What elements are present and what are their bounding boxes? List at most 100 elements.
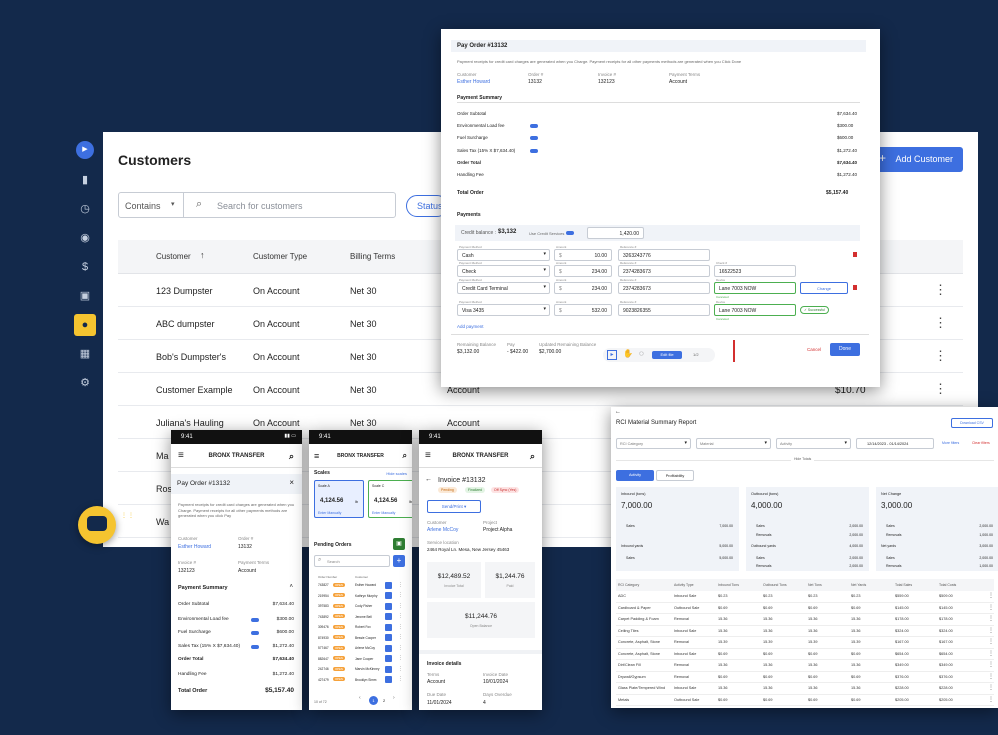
customer-name[interactable]: Wa — [156, 517, 170, 527]
print-icon[interactable]: ▣ — [393, 538, 405, 550]
customer-name[interactable]: Ros — [156, 484, 173, 494]
trash-icon[interactable] — [853, 252, 857, 257]
customer-name[interactable]: ABC dumpster — [156, 319, 215, 329]
more-options-icon[interactable]: ⋮ — [988, 593, 994, 599]
customer-name[interactable]: Customer Example — [156, 385, 233, 395]
use-credit-toggle[interactable] — [566, 231, 574, 235]
more-options-icon[interactable]: ⋮ — [988, 650, 994, 657]
chevron-left-icon[interactable]: ‹ — [359, 695, 361, 701]
amount-input[interactable]: $234.00 — [554, 265, 612, 277]
add-customer-button[interactable]: Add Customer — [873, 146, 963, 172]
enter-manually-link[interactable]: Enter Manually — [318, 511, 342, 515]
page-1[interactable]: 1 — [369, 696, 378, 705]
add-payment-link[interactable]: Add payment — [457, 324, 484, 329]
table-row[interactable]: Customer Example On Account Net 30 Account $… — [118, 373, 963, 406]
amount-input[interactable]: $10.00 — [554, 249, 612, 261]
edit-icon[interactable] — [385, 581, 392, 589]
filter-mode-select[interactable]: Contains — [125, 201, 161, 211]
cursor-icon[interactable]: ▸ — [607, 350, 617, 360]
tab-profitability[interactable]: Profitability — [656, 470, 694, 481]
edit-file-button[interactable]: Edit file — [652, 351, 682, 359]
amount-input[interactable]: $532.00 — [554, 304, 612, 316]
more-options-icon[interactable]: ⋮ — [934, 315, 947, 330]
edit-icon[interactable] — [385, 602, 392, 610]
edit-icon[interactable] — [385, 613, 392, 620]
edit-icon[interactable] — [385, 644, 392, 652]
edit-icon[interactable] — [385, 634, 392, 641]
more-options-icon[interactable]: ⋮ — [988, 604, 994, 611]
summary-toggle[interactable] — [251, 645, 259, 649]
more-options-icon[interactable]: ⋮ — [398, 602, 403, 609]
scale-card-c[interactable]: Scale C 4,124.56 lb Enter Manually — [368, 480, 412, 518]
customer-name[interactable]: Ma — [156, 451, 169, 461]
edit-icon[interactable] — [385, 623, 392, 631]
reference-input[interactable]: 9023826355 — [618, 304, 710, 316]
menu-icon[interactable]: ≡ — [178, 450, 184, 461]
summary-toggle[interactable] — [251, 631, 259, 635]
page-2[interactable]: 2 — [383, 698, 386, 703]
change-button[interactable]: Change — [800, 282, 848, 294]
table-row[interactable]: Concrete, Asphalt, Stone Inbound Sale $0.6… — [616, 649, 994, 660]
more-options-icon[interactable]: ⋮ — [934, 282, 947, 297]
table-row[interactable]: Concrete, Asphalt, Stone Removal 15.39 15.3… — [616, 637, 994, 649]
more-filters-link[interactable]: More filters — [942, 441, 960, 445]
wallet-icon[interactable]: ▣ — [79, 290, 91, 302]
compass-icon[interactable]: ◉ — [80, 232, 90, 244]
device-select[interactable]: Lane 7003 NOW — [714, 282, 796, 294]
edit-icon[interactable] — [385, 665, 392, 673]
reference-input[interactable]: 3263243776 — [618, 249, 710, 261]
search-icon[interactable]: ⌕ — [288, 451, 294, 461]
more-options-icon[interactable]: ⋮ — [988, 685, 994, 691]
menu-icon[interactable]: ≡ — [425, 450, 431, 461]
customer-name[interactable]: 123 Dumpster — [156, 286, 213, 296]
send-print-button[interactable]: Send/Print ▾ — [427, 500, 481, 513]
chat-fab[interactable] — [78, 506, 116, 544]
reference-input[interactable]: 2374283673 — [618, 265, 710, 277]
payment-method-select[interactable]: Check ▾ — [457, 265, 550, 277]
edit-icon[interactable] — [385, 676, 392, 683]
payment-method-select[interactable]: Credit Card Terminal ▾ — [457, 282, 550, 294]
table-row[interactable]: Drywall/Gypsum Removal $0.69 $0.69 $0.69 $0.6… — [616, 672, 994, 683]
comment-icon[interactable]: ◌ — [639, 349, 644, 358]
activity-select[interactable]: Activity ▾ — [776, 438, 851, 449]
table-row[interactable]: Dirt/Clean Fill Removal 15.36 15.36 15.36 15.… — [616, 660, 994, 672]
clear-filters-link[interactable]: Clear filters — [972, 441, 990, 445]
table-row[interactable]: Glass Plate/Tempered Wind Inbound Sale 15.… — [616, 683, 994, 695]
add-icon[interactable]: + — [393, 555, 405, 567]
gear-icon[interactable]: ⚙ — [80, 377, 90, 389]
expand-icon[interactable]: ▶ — [76, 141, 94, 159]
reference-input[interactable]: 2374283673 — [618, 282, 710, 294]
device-select[interactable]: Lane 7003 NOW — [714, 304, 796, 316]
more-options-icon[interactable]: ⋮ — [398, 592, 403, 598]
hide-totals-toggle[interactable]: Hide Totals — [791, 457, 815, 461]
users-icon[interactable]: ● — [74, 314, 96, 336]
enter-manually-link[interactable]: Enter Manually — [372, 511, 396, 515]
back-arrow-icon[interactable]: ← — [425, 476, 432, 483]
more-options-icon[interactable]: ⋮ — [934, 348, 947, 363]
search-input[interactable]: ⌕ Search — [314, 555, 390, 567]
payment-method-select[interactable]: Visa 3435 ▾ — [457, 304, 550, 316]
drag-handle-icon[interactable]: ⋮⋮ — [121, 513, 135, 519]
chevron-right-icon[interactable]: › — [393, 695, 395, 701]
summary-toggle[interactable] — [251, 618, 259, 622]
more-options-icon[interactable]: ⋮ — [988, 696, 994, 703]
amount-input[interactable]: $234.00 — [554, 282, 612, 294]
more-options-icon[interactable]: ⋮ — [398, 644, 403, 651]
cancel-button[interactable]: Cancel — [807, 347, 822, 352]
tab-activity[interactable]: Activity — [616, 470, 654, 481]
more-options-icon[interactable]: ⋮ — [988, 639, 994, 645]
more-options-icon[interactable]: ⋮ — [398, 655, 403, 661]
customer-link[interactable]: Esther Howard — [457, 79, 491, 85]
more-options-icon[interactable]: ⋮ — [398, 613, 403, 619]
customer-name[interactable]: Juliana's Hauling — [156, 418, 224, 428]
search-icon[interactable]: ⌕ — [529, 451, 535, 461]
hand-icon[interactable]: ✋ — [623, 349, 633, 358]
more-options-icon[interactable]: ⋮ — [398, 676, 403, 682]
table-row[interactable]: Ceiling Tiles Inbound Sale 15.36 15.36 15.36… — [616, 626, 994, 637]
check-number-input[interactable]: 16522523 — [714, 265, 796, 277]
credit-amount-input[interactable]: 1,420.00 — [587, 227, 644, 239]
col-customer-type[interactable]: Customer Type — [253, 252, 308, 261]
material-select[interactable]: Material ▾ — [696, 438, 771, 449]
hide-scales-link[interactable]: Hide scales — [386, 471, 407, 476]
menu-icon[interactable]: ≡ — [314, 451, 320, 461]
